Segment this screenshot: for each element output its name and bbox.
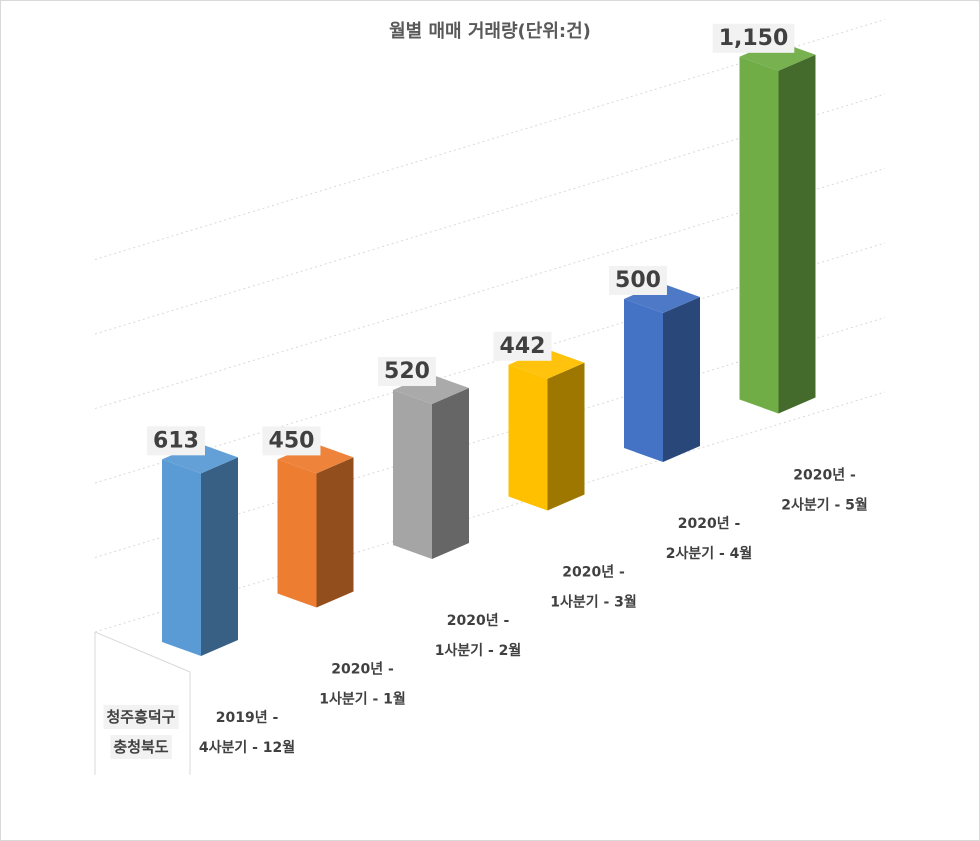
svg-text:2020년 -: 2020년 - (678, 516, 741, 532)
bar-front (739, 56, 779, 414)
svg-text:충청북도: 충청북도 (113, 738, 168, 756)
bar (162, 443, 238, 656)
bar-front (508, 364, 548, 511)
svg-text:2019년 -: 2019년 - (216, 710, 279, 726)
x-tick-label: 2020년 - 1사분기 - 2월 (435, 613, 522, 659)
svg-text:500: 500 (615, 268, 661, 293)
category-group-label: 충청북도 (110, 735, 172, 759)
bar-side (432, 388, 469, 559)
svg-text:청주흥덕구: 청주흥덕구 (106, 708, 175, 726)
x-tick-label: 2020년 - 1사분기 - 3월 (550, 565, 637, 611)
x-tick-label: 2020년 - 2사분기 - 4월 (666, 516, 753, 562)
bar (508, 348, 585, 511)
x-tick-label: 2019년 - 4사분기 - 12월 (199, 710, 295, 756)
bar-top (508, 348, 585, 379)
svg-text:442: 442 (500, 334, 546, 359)
data-label: 520 (378, 357, 436, 387)
bar-side (316, 457, 354, 608)
bar-side (663, 297, 700, 462)
svg-text:1사분기 - 3월: 1사분기 - 3월 (550, 594, 637, 611)
svg-text:613: 613 (153, 428, 199, 453)
svg-text:2020년 -: 2020년 - (793, 468, 856, 484)
bar-top (739, 40, 816, 71)
bar-top (162, 443, 238, 474)
svg-text:1,150: 1,150 (719, 26, 789, 51)
data-label: 442 (493, 331, 552, 361)
svg-text:2사분기 - 5월: 2사분기 - 5월 (781, 497, 868, 514)
bar (277, 443, 354, 608)
bars (162, 40, 816, 656)
svg-text:1사분기 - 1월: 1사분기 - 1월 (319, 691, 406, 708)
data-label: 450 (262, 426, 321, 456)
bar-front (624, 299, 663, 462)
bar-side (547, 362, 585, 511)
gridlines (94, 19, 886, 775)
bar (624, 283, 700, 462)
data-label: 500 (609, 266, 667, 295)
bar-side (778, 54, 816, 414)
bar (393, 374, 469, 559)
x-tick-label: 2020년 - 2사분기 - 5월 (781, 468, 868, 514)
bar (739, 40, 816, 414)
svg-text:2사분기 - 4월: 2사분기 - 4월 (666, 545, 753, 562)
bar-top (277, 443, 354, 474)
svg-text:2020년 -: 2020년 - (331, 662, 394, 678)
floor-edge (94, 631, 191, 673)
chart-title: 월별 매매 거래량(단위:건) (389, 21, 591, 42)
svg-text:2020년 -: 2020년 - (562, 565, 625, 581)
bar-side (201, 457, 238, 656)
data-label: 1,150 (712, 23, 795, 53)
svg-text:520: 520 (384, 359, 430, 384)
bar-top (624, 283, 700, 313)
data-label: 613 (147, 426, 205, 456)
svg-text:1사분기 - 2월: 1사분기 - 2월 (435, 642, 522, 659)
bar-front (277, 459, 317, 608)
bar-top (393, 374, 469, 405)
bar-front (162, 459, 201, 656)
x-tick-label: 2020년 - 1사분기 - 1월 (319, 662, 406, 708)
category-group-label: 청주흥덕구 (103, 705, 179, 729)
value-labels: 613 450 520 442 500 1,150 (147, 23, 795, 456)
svg-text:2020년 -: 2020년 - (447, 613, 510, 629)
svg-text:4사분기 - 12월: 4사분기 - 12월 (199, 739, 295, 756)
bar-front (393, 390, 432, 559)
svg-text:450: 450 (269, 428, 315, 453)
